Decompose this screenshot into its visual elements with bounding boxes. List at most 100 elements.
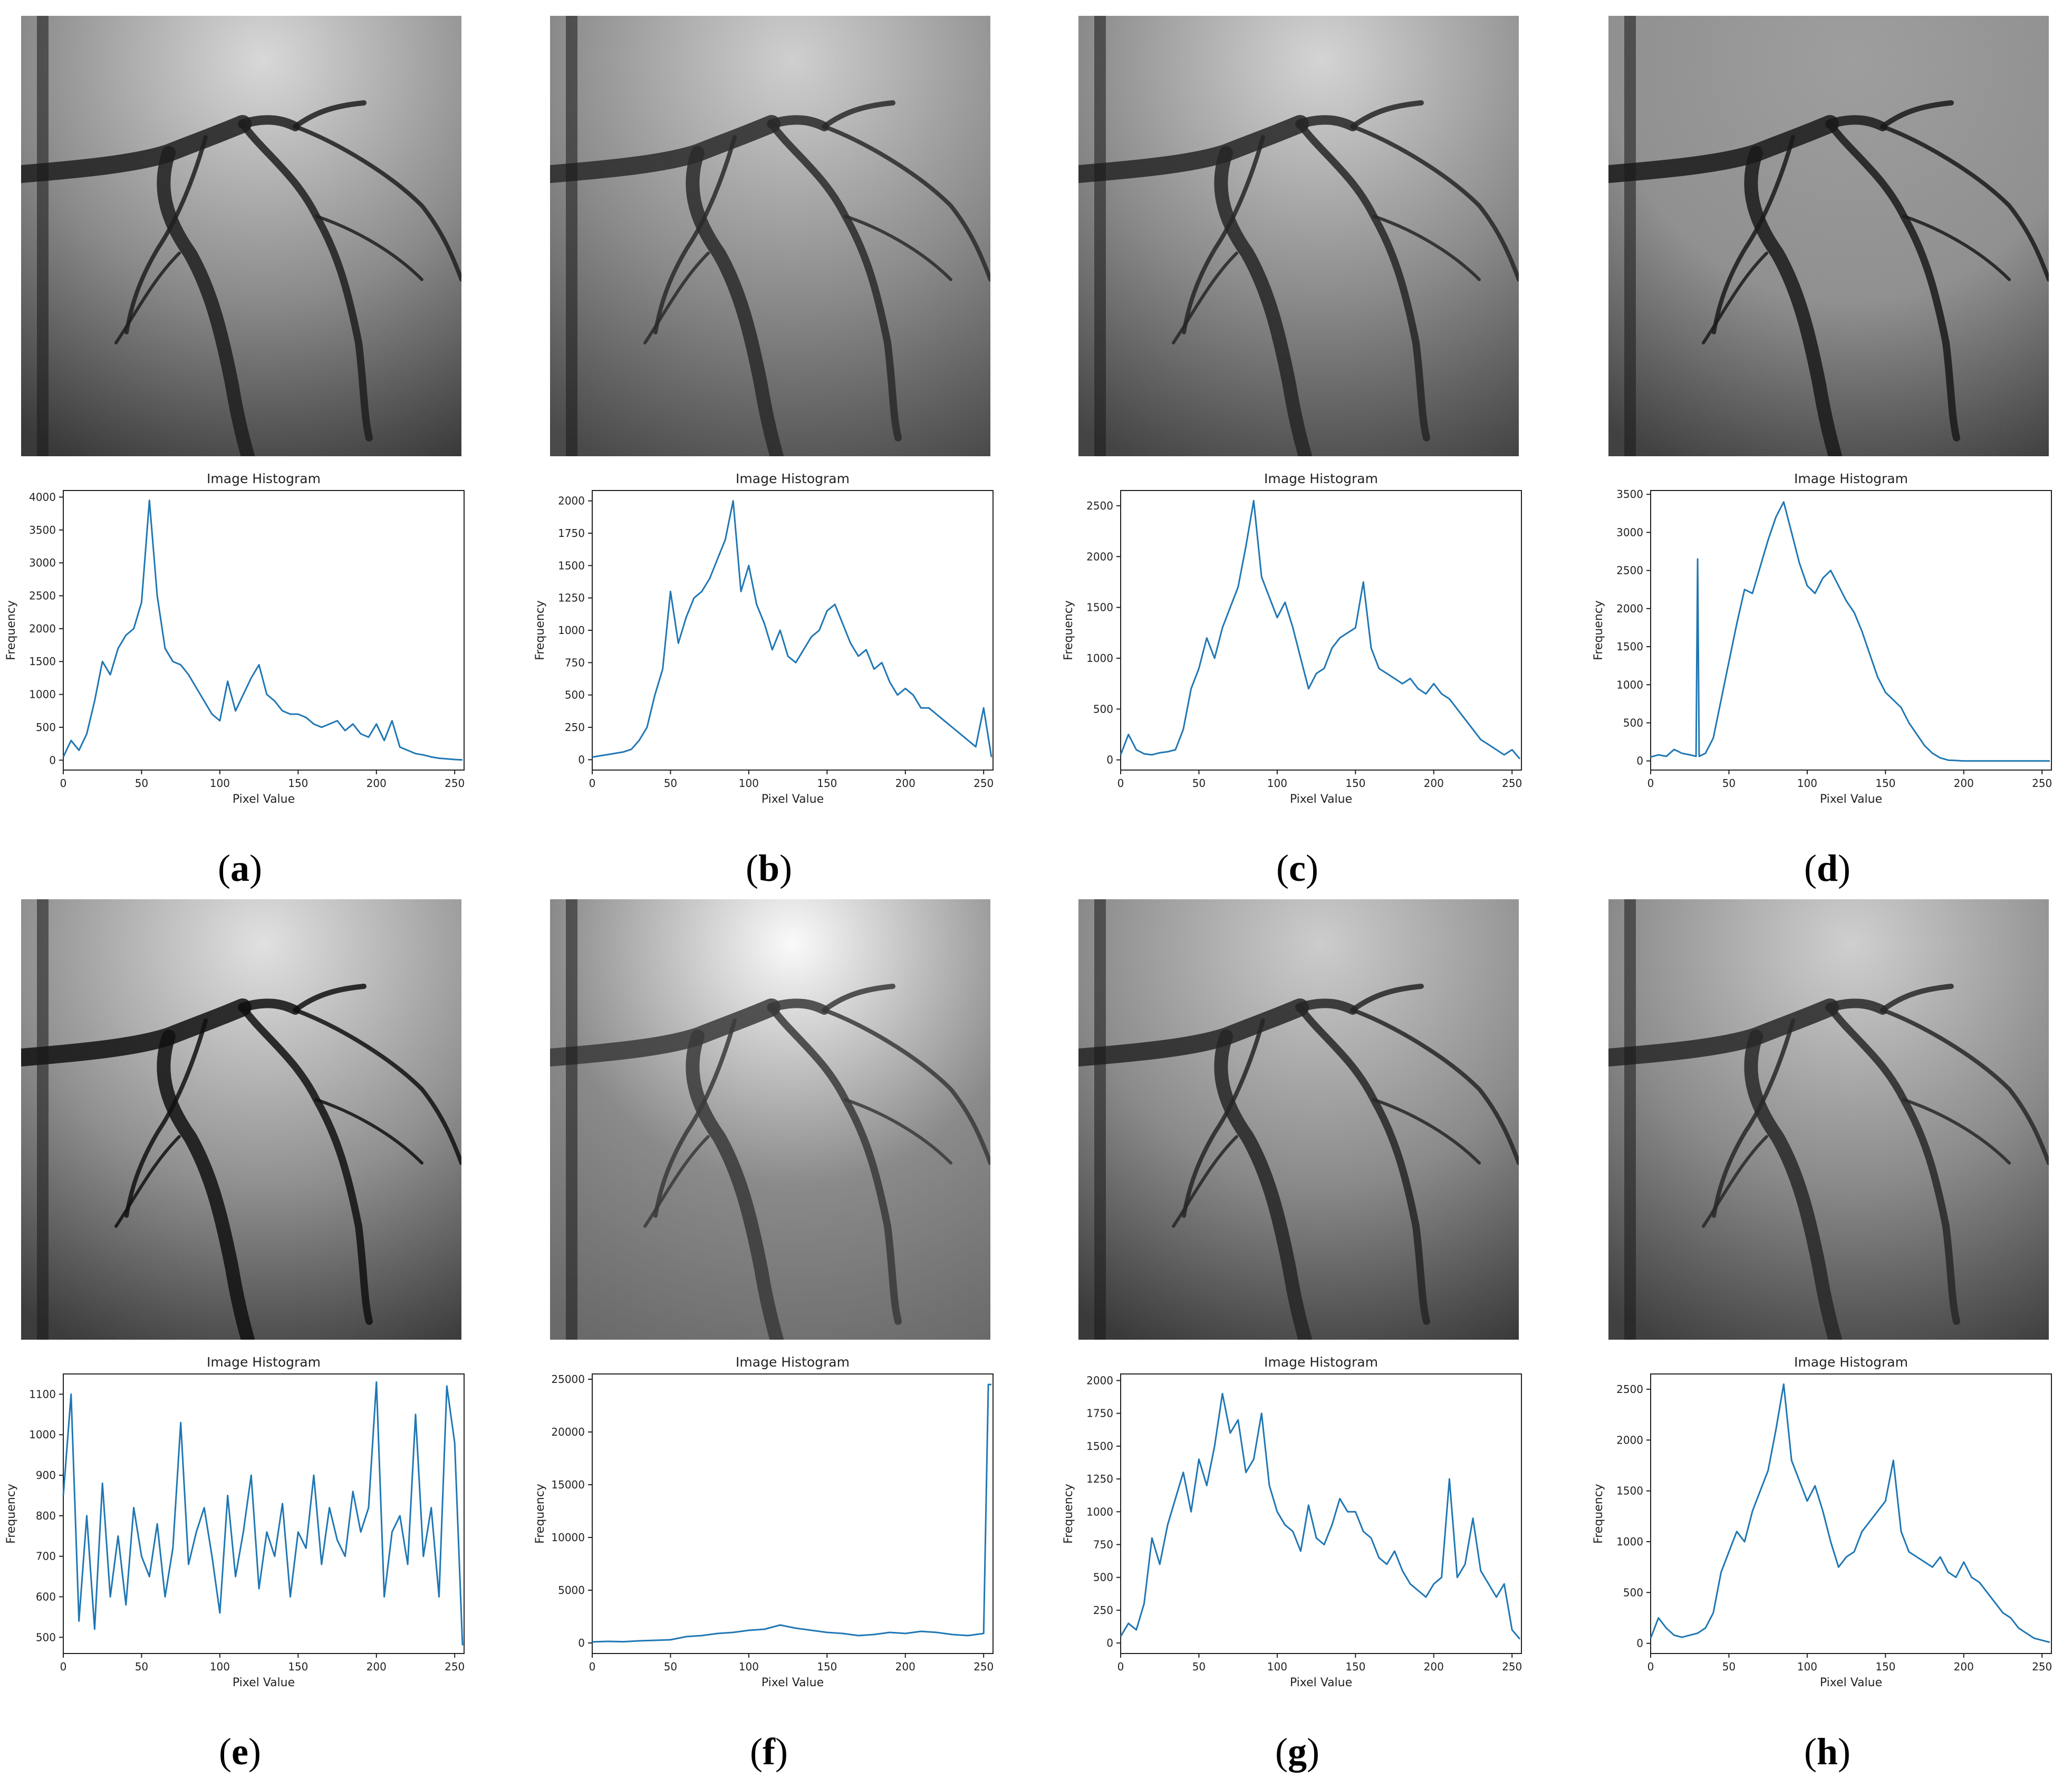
plot-frame: [1120, 490, 1522, 771]
x-tick-label: 100: [210, 777, 230, 790]
x-tick-label: 200: [367, 777, 387, 790]
x-tick-label: 250: [1502, 1660, 1522, 1673]
vessel-path: [1744, 146, 1842, 456]
y-tick-label: 0: [1636, 1637, 1643, 1650]
y-tick-label: 0: [1106, 754, 1113, 766]
chart-title: Image Histogram: [736, 1354, 850, 1370]
x-tick-label: 0: [1647, 1660, 1654, 1673]
x-tick-label: 150: [1345, 777, 1365, 790]
vessel-path: [1825, 115, 1887, 131]
vessel-path: [653, 1018, 737, 1218]
caption-g: (g): [1275, 1731, 1319, 1773]
x-axis-label: Pixel Value: [762, 1676, 824, 1689]
y-tick-label: 2000: [1086, 550, 1113, 563]
x-tick-label: 150: [1345, 1660, 1365, 1673]
vessel-path: [1350, 984, 1424, 1013]
x-tick-label: 100: [210, 1660, 230, 1673]
vessel-path: [293, 1008, 461, 1165]
plot-frame: [592, 490, 994, 771]
y-tick-label: 1000: [1086, 1505, 1113, 1518]
vessel-path: [1712, 135, 1795, 334]
y-tick-label: 1250: [558, 592, 585, 604]
x-tick-label: 200: [1954, 1660, 1974, 1673]
y-tick-label: 1000: [29, 1428, 56, 1441]
chart-title: Image Histogram: [207, 471, 321, 486]
chart-title: Image Histogram: [1794, 471, 1908, 486]
y-tick-label: 750: [1093, 1538, 1113, 1551]
x-tick-label: 150: [1875, 1660, 1895, 1673]
y-tick-label: 15000: [551, 1478, 585, 1491]
histogram-b: Image Histogram 0 50 100 150 200 250 0 250 500 750…: [534, 471, 994, 806]
angiogram-image-h: [1608, 899, 2049, 1340]
histogram-series-line: [62, 1381, 464, 1646]
y-tick-label: 700: [36, 1550, 56, 1563]
vessel-path: [1182, 135, 1265, 334]
vessel-path: [844, 1098, 952, 1165]
vessel-path: [1902, 1098, 2011, 1165]
y-tick-label: 800: [36, 1510, 56, 1522]
plot-frame: [1650, 490, 2052, 771]
y-tick-label: 900: [36, 1469, 56, 1482]
y-tick-label: 1500: [1086, 601, 1113, 614]
y-axis-label: Frequency: [1062, 1484, 1075, 1544]
angiogram-background: [21, 16, 461, 456]
x-tick-label: 50: [664, 777, 677, 790]
vessel-path: [157, 146, 255, 456]
x-axis-label: Pixel Value: [762, 793, 824, 806]
vessel-path: [293, 100, 367, 129]
x-tick-label: 200: [1424, 1660, 1444, 1673]
plot-frame: [63, 490, 465, 771]
histogram-series-line: [592, 1383, 991, 1643]
vessel-path: [686, 1030, 784, 1340]
y-tick-label: 3500: [1616, 488, 1643, 501]
x-tick-label: 0: [589, 777, 596, 790]
vessel-path: [114, 252, 181, 344]
catheter-band: [37, 899, 49, 1340]
y-tick-label: 0: [1106, 1637, 1113, 1649]
catheter-band: [566, 16, 577, 456]
vessel-path: [1350, 100, 1424, 129]
y-tick-label: 2500: [1086, 499, 1113, 512]
x-tick-label: 0: [589, 1660, 596, 1673]
chart-title: Image Histogram: [207, 1354, 321, 1370]
x-tick-label: 150: [288, 1660, 308, 1673]
y-tick-label: 5000: [558, 1584, 585, 1597]
y-tick-label: 500: [1623, 716, 1643, 729]
plot-frame: [592, 1373, 994, 1654]
x-tick-label: 50: [1192, 777, 1206, 790]
y-tick-label: 2000: [29, 622, 56, 635]
x-tick-label: 150: [817, 1660, 837, 1673]
x-tick-label: 50: [135, 777, 148, 790]
vessel-path: [844, 215, 952, 281]
y-tick-label: 2000: [1616, 1434, 1643, 1446]
vessel-path: [1351, 124, 1519, 282]
x-tick-label: 50: [135, 1660, 148, 1673]
x-axis-label: Pixel Value: [233, 793, 295, 806]
vessel-path: [653, 135, 737, 334]
y-tick-label: 2000: [1086, 1374, 1113, 1387]
y-tick-label: 3500: [29, 524, 56, 536]
angiogram-image-c: [1078, 16, 1519, 456]
vessel-path: [157, 1030, 255, 1340]
y-tick-label: 10000: [551, 1531, 585, 1544]
caption-b: (b): [745, 847, 792, 889]
x-tick-label: 50: [1722, 1660, 1736, 1673]
vessel-path: [767, 998, 829, 1015]
angiogram-background: [1078, 899, 1519, 1340]
y-tick-label: 2000: [1616, 602, 1643, 615]
y-axis-label: Frequency: [1592, 1484, 1605, 1544]
y-axis-label: Frequency: [534, 600, 547, 660]
x-tick-label: 250: [974, 777, 994, 790]
vessel-path: [238, 115, 300, 131]
vessel-path: [114, 1135, 181, 1228]
catheter-band: [1624, 899, 1636, 1340]
y-tick-label: 1100: [29, 1388, 56, 1400]
y-tick-label: 1500: [29, 655, 56, 668]
y-tick-label: 600: [36, 1590, 56, 1603]
y-tick-label: 1500: [1086, 1440, 1113, 1453]
vessel-path: [1880, 100, 1954, 129]
y-tick-label: 1500: [558, 559, 585, 572]
y-tick-label: 3000: [1616, 526, 1643, 539]
